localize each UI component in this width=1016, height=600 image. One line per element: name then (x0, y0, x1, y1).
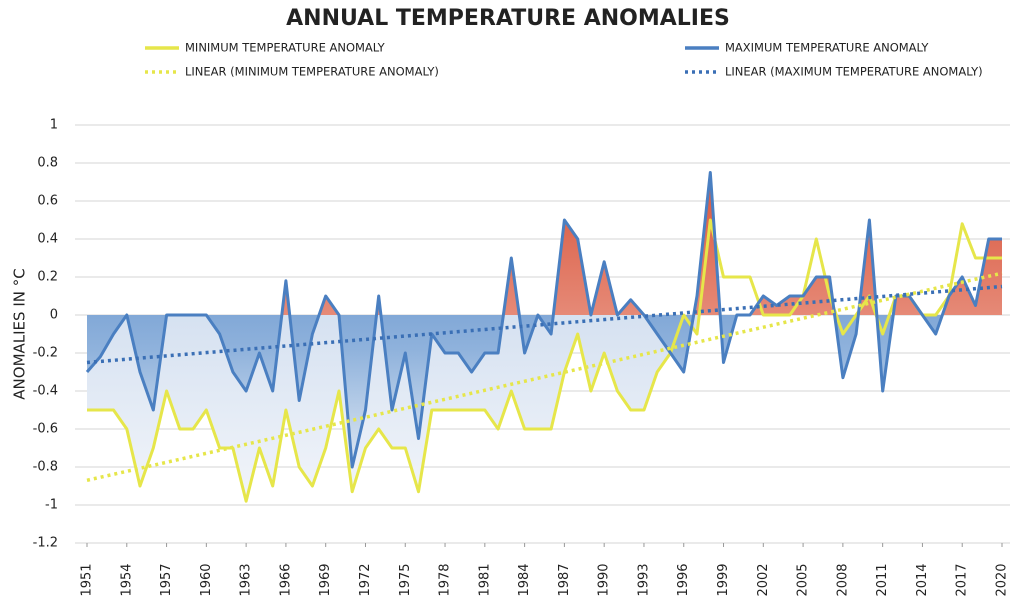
x-tick-label: 1972 (358, 563, 373, 596)
x-tick-label: 1999 (716, 563, 731, 596)
y-tick-label: 1 (50, 118, 58, 133)
y-tick-label: -0.4 (33, 384, 58, 399)
y-tick-label: -0.8 (33, 460, 58, 475)
x-tick-label: 2017 (955, 563, 970, 596)
trend-line (86, 284, 1003, 365)
y-tick-label: -0.6 (33, 422, 58, 437)
legend-label: MAXIMUM TEMPERATURE ANOMALY (725, 41, 929, 55)
trend-line (86, 271, 1003, 483)
x-tick-label: 1978 (438, 563, 453, 596)
y-axis-label: ANOMALIES IN °C (11, 268, 29, 399)
y-tick-label: 0.4 (37, 232, 58, 247)
x-tick-label: 2008 (835, 563, 850, 596)
x-tick-label: 1960 (199, 563, 214, 596)
x-tick-label: 1975 (398, 563, 413, 596)
legend-label: MINIMUM TEMPERATURE ANOMALY (185, 41, 386, 55)
x-tick-label: 1981 (477, 563, 492, 596)
x-tick-label: 1996 (676, 563, 691, 596)
y-tick-label: 0.6 (37, 194, 58, 209)
x-tick-label: 2005 (796, 563, 811, 596)
y-tick-label: 0.8 (37, 156, 58, 171)
chart-title: ANNUAL TEMPERATURE ANOMALIES (286, 6, 730, 31)
x-tick-label: 1969 (318, 563, 333, 596)
x-tick-label: 2014 (915, 563, 930, 596)
x-tick-label: 1987 (557, 563, 572, 596)
legend-label: LINEAR (MAXIMUM TEMPERATURE ANOMALY) (725, 65, 983, 79)
x-tick-label: 1993 (636, 563, 651, 596)
series-line (85, 171, 1002, 469)
y-tick-label: 0 (50, 308, 58, 323)
x-tick-label: 2002 (756, 563, 771, 596)
x-tick-label: 2011 (875, 563, 890, 596)
legend-label: LINEAR (MINIMUM TEMPERATURE ANOMALY) (185, 65, 439, 79)
y-tick-label: -0.2 (33, 346, 58, 361)
y-tick-label: 0.2 (37, 270, 58, 285)
x-tick-label: 1990 (597, 563, 612, 596)
x-tick-label: 2020 (995, 563, 1010, 596)
x-tick-label: 1963 (239, 563, 254, 596)
max-area-positive (87, 172, 1002, 315)
x-tick-label: 1957 (159, 563, 174, 596)
x-tick-label: 1954 (119, 563, 134, 596)
x-tick-label: 1951 (80, 563, 95, 596)
min-area (87, 315, 1002, 502)
y-tick-label: -1.2 (33, 536, 58, 551)
y-tick-label: -1 (45, 498, 58, 513)
x-tick-label: 1984 (517, 563, 532, 596)
series-line (87, 218, 1002, 503)
x-tick-label: 1966 (278, 563, 293, 596)
